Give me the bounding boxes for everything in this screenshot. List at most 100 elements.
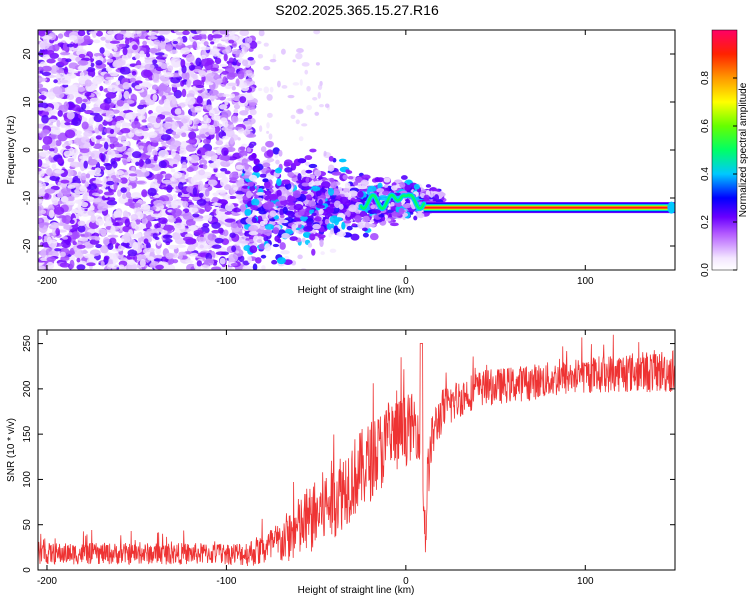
noise-blob [181, 88, 187, 98]
noise-blob [312, 96, 318, 101]
noise-blob [56, 157, 64, 165]
x-tick-label: 0 [403, 276, 409, 287]
noise-blob [220, 161, 225, 167]
noise-blob [122, 193, 127, 200]
noise-blob [52, 147, 58, 154]
noise-blob [94, 127, 100, 134]
noise-blob [77, 30, 86, 37]
signal-blob [390, 222, 399, 227]
noise-blob [249, 40, 258, 49]
noise-blob [38, 158, 43, 168]
colorbar-tick-label: 0.6 [700, 119, 711, 133]
signal-blob [257, 215, 263, 223]
noise-blob [87, 210, 96, 216]
x-tick-label: -100 [216, 576, 236, 587]
noise-blob [221, 70, 229, 75]
signal-blob [275, 159, 280, 165]
noise-blob [153, 39, 161, 45]
noise-blob [231, 207, 242, 213]
signal-blob [256, 191, 266, 196]
noise-blob [154, 223, 159, 229]
signal-blob [263, 218, 268, 225]
noise-blob [153, 122, 161, 129]
signal-blob [347, 175, 354, 180]
noise-blob [173, 134, 181, 139]
noise-blob [228, 62, 233, 69]
noise-blob [133, 30, 142, 34]
signal-blob [285, 211, 296, 216]
noise-blob [83, 131, 93, 137]
noise-blob [38, 102, 49, 109]
signal-blob [345, 169, 350, 173]
noise-blob [40, 162, 50, 168]
noise-blob [62, 236, 69, 240]
noise-blob [106, 58, 114, 63]
noise-blob [222, 229, 229, 237]
noise-blob [42, 136, 53, 145]
snr-y-ticks: 0 50 100 150 200 250 [22, 335, 675, 573]
noise-blob [185, 96, 196, 105]
noise-blob [228, 39, 235, 44]
signal-blob [259, 225, 267, 230]
noise-blob [60, 76, 71, 86]
noise-blob [209, 67, 219, 72]
noise-blob [157, 179, 162, 184]
x-tick-label: -200 [37, 276, 57, 287]
signal-blob [404, 184, 411, 192]
noise-blob [78, 53, 86, 59]
noise-blob [87, 183, 98, 191]
noise-blob [83, 160, 89, 169]
noise-blob [134, 180, 146, 185]
spectrogram-y-label: Frequency (Hz) [6, 116, 17, 185]
signal-blob [241, 158, 248, 166]
noise-blob [171, 131, 177, 136]
noise-blob [231, 43, 237, 47]
signal-blob [297, 211, 305, 216]
noise-blob [151, 72, 160, 82]
noise-blob [208, 109, 216, 117]
noise-blob [81, 201, 89, 208]
noise-blob [199, 183, 205, 192]
signal-blob [252, 165, 261, 173]
signal-blob [266, 149, 274, 157]
signal-blob [259, 173, 268, 178]
noise-blob [222, 76, 228, 86]
noise-blob [211, 114, 221, 121]
signal-blob [343, 220, 352, 224]
noise-blob [46, 261, 55, 270]
noise-blob [77, 65, 85, 71]
noise-blob [171, 83, 182, 88]
noise-blob [116, 99, 125, 107]
signal-blob [329, 177, 335, 183]
noise-blob [80, 172, 87, 181]
noise-blob [229, 93, 236, 99]
noise-blob [40, 209, 47, 215]
x-tick-label: -200 [37, 576, 57, 587]
noise-blob [132, 44, 138, 51]
noise-blob [188, 204, 199, 208]
signal-blob [329, 227, 335, 235]
colorbar-tick-label: 0.8 [700, 71, 711, 85]
signal-blob [362, 197, 368, 202]
noise-blob [134, 53, 141, 60]
signal-blob [327, 187, 335, 196]
noise-blob [141, 189, 148, 198]
noise-blob [127, 249, 138, 257]
noise-blob [182, 30, 190, 36]
noise-blob [211, 202, 222, 206]
noise-blob [180, 47, 191, 55]
noise-blob [263, 42, 269, 47]
noise-blob [209, 48, 221, 52]
noise-blob [160, 134, 172, 141]
noise-blob [57, 33, 64, 39]
signal-blob [371, 209, 381, 214]
signal-blob [325, 206, 335, 214]
signal-blob [301, 182, 309, 187]
noise-blob [239, 146, 246, 151]
noise-blob [240, 235, 247, 240]
noise-blob [207, 75, 213, 82]
noise-blob [131, 220, 137, 229]
noise-blob [41, 114, 49, 124]
x-tick-label: 0 [403, 576, 409, 587]
noise-blob [205, 82, 214, 86]
